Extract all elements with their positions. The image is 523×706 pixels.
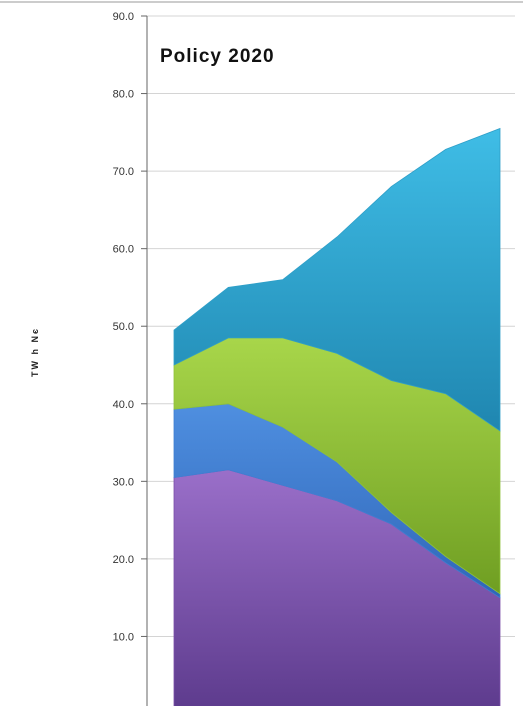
y-tick-label: 90.0: [113, 11, 134, 23]
y-tick-label: 70.0: [113, 166, 134, 178]
chart-title: Policy 2020: [160, 46, 275, 67]
area-series-group: [173, 127, 501, 706]
y-tick-label: 40.0: [113, 399, 134, 411]
y-tick-label: 20.0: [113, 554, 134, 566]
y-tick-label: 80.0: [113, 89, 134, 101]
y-tick-label: 10.0: [113, 631, 134, 643]
y-axis-title: TW h Nє: [30, 327, 40, 377]
y-tick-label: 30.0: [113, 476, 134, 488]
y-tick-group: 10.0 20.0 30.0 40.0 50.0 60.0 70.0 80.0 90.0: [113, 11, 147, 643]
y-tick-label: 60.0: [113, 244, 134, 256]
y-tick-label: 50.0: [113, 321, 134, 333]
area-series-4: [173, 127, 501, 432]
